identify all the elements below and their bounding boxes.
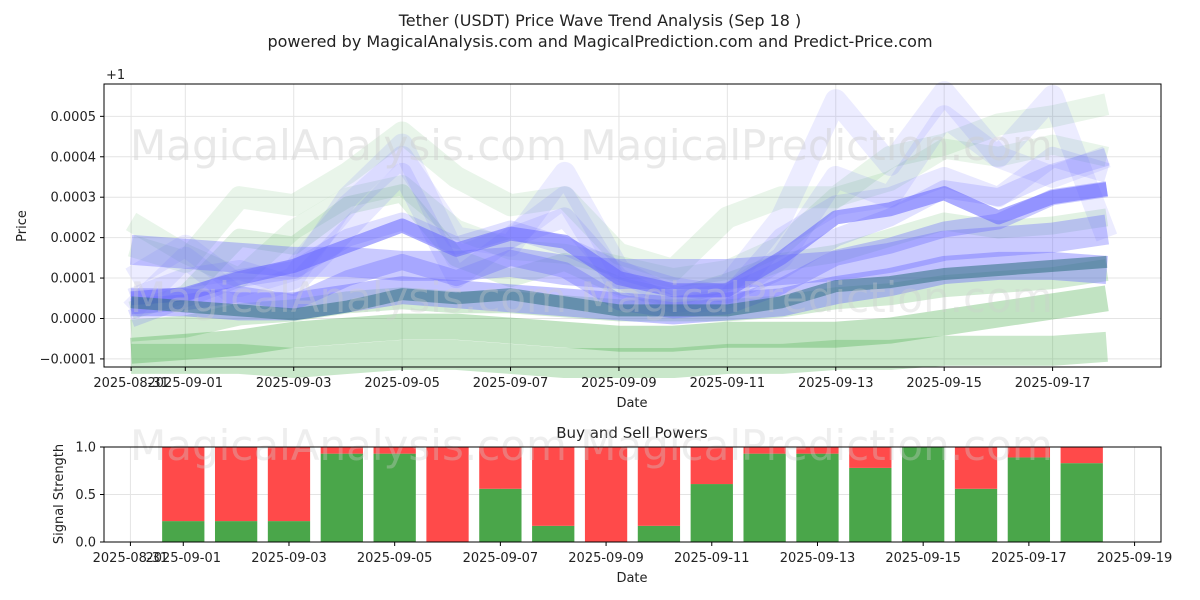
sell-bar [1060,447,1103,464]
price-y-axis-label: Price [15,210,30,242]
price-y-tick-label: −0.0001 [40,352,96,367]
price-x-axis-label: Date [616,396,647,411]
price-x-tick-label: 2025-09-17 [1015,376,1091,391]
signal-x-tick-label: 2025-09-07 [463,551,539,566]
price-y-tick-label: 0.0000 [51,312,97,327]
price-wave-line-1 [127,93,1110,281]
buy-bar [479,488,522,542]
price-x-tick-label: 2025-09-13 [798,376,874,391]
signal-x-tick-label: 2025-09-05 [357,551,433,566]
price-x-tick-label: 2025-09-03 [256,376,332,391]
price-wave-line-3 [128,184,1109,320]
signal-y-tick-label: 0.5 [75,488,96,503]
signal-x-tick-label: 2025-09-17 [991,551,1067,566]
sell-bar [426,447,469,542]
sell-bar [796,447,839,454]
price-wave-line-2 [125,134,1109,289]
buy-bar [162,521,205,542]
price-wave-line-12 [130,182,1108,306]
buy-bar [796,453,839,542]
price-y-tick-label: 0.0002 [51,231,97,246]
buy-bar [214,521,258,542]
buy-sell-panel: Buy and Sell Powers MagicalAnalysis.com … [52,421,1172,586]
price-axes-frame [103,83,1162,368]
watermark-top-lower: MagicalAnalysis.com MagicalPrediction.co… [130,273,1053,322]
buy-sell-title: Buy and Sell Powers [556,424,708,442]
signal-y-tick-label: 0.0 [75,536,96,551]
price-x-tick-label: 2025-09-15 [906,376,982,391]
price-x-tick-label: 2025-09-01 [148,376,224,391]
price-y-ticks: −0.0001 0.0000 0.0001 0.0002 0.0003 0.0004 0.0… [40,110,104,367]
signal-y-ticks: 0.0 0.5 1.0 [75,441,104,551]
sell-bar [479,447,522,489]
signal-x-tick-label: 2025-09-01 [145,551,221,566]
signal-x-tick-label: 2025-09-11 [674,551,750,566]
signal-x-tick-label: 2025-09-09 [568,551,644,566]
sell-bar [1007,447,1051,458]
buy-bar [373,453,416,542]
price-y-tick-label: 0.0001 [51,272,97,287]
buy-bar [320,453,363,542]
buy-bar [690,484,733,542]
signal-x-axis-label: Date [616,571,647,586]
price-x-tick-label: 2025-09-11 [690,376,766,391]
price-wave-line-6 [131,331,1108,378]
buy-bar [532,525,575,542]
signal-x-tick-label: 2025-09-13 [780,551,856,566]
price-wave-panel: MagicalAnalysis.com MagicalPrediction.co… [15,68,1162,411]
buy-bar [743,453,786,542]
price-y-tick-label: 0.0004 [51,150,97,165]
price-y-tick-label: 0.0005 [51,110,97,125]
sell-bar [532,447,575,526]
price-x-tick-label: 2025-09-09 [581,376,657,391]
chart-title: Tether (USDT) Price Wave Trend Analysis … [398,11,802,30]
sell-bar [320,447,363,454]
price-grid [104,84,1161,367]
buy-bar [637,525,681,542]
buy-bar [954,488,998,542]
sell-bar [584,447,628,542]
price-wave-line-13 [129,214,1110,289]
buy-bar [1007,457,1051,542]
price-y-tick-label: 0.0003 [51,191,97,206]
sell-bar [214,447,258,522]
signal-y-axis-label: Signal Strength [52,444,67,544]
price-wave-line-8 [123,85,1118,319]
price-x-tick-label: 2025-09-05 [364,376,440,391]
sell-bar [373,447,416,454]
price-x-tick-label: 2025-09-07 [473,376,549,391]
signal-y-tick-label: 1.0 [75,441,96,456]
watermark-bottom: MagicalAnalysis.com MagicalPrediction.co… [130,421,1053,470]
price-wave-line-11 [130,181,1108,319]
signal-x-tick-label: 2025-09-19 [1097,551,1173,566]
signal-bars [162,447,1103,542]
price-offset-label: +1 [106,68,125,83]
chart-subtitle: powered by MagicalAnalysis.com and Magic… [267,32,932,51]
sell-bar [743,447,786,454]
signal-x-tick-label: 2025-09-15 [885,551,961,566]
sell-bar [690,447,733,485]
sell-bar [637,447,681,526]
sell-bar [267,447,311,522]
sell-bar [849,447,892,468]
sell-bar [954,447,998,489]
sell-bar [162,447,205,522]
buy-bar [1060,463,1103,542]
watermark-top: MagicalAnalysis.com MagicalPrediction.co… [130,121,1053,170]
price-wave-line-5 [130,285,1109,364]
buy-bar [902,447,945,542]
price-wave-line-15 [130,255,1108,321]
price-x-tick-label: 2025-08-31 [93,376,169,391]
buy-bar [267,521,311,542]
signal-x-tick-label: 2025-08-31 [93,551,169,566]
price-wave-series [123,81,1118,378]
buy-bar [849,467,892,542]
signal-x-tick-label: 2025-09-03 [251,551,327,566]
